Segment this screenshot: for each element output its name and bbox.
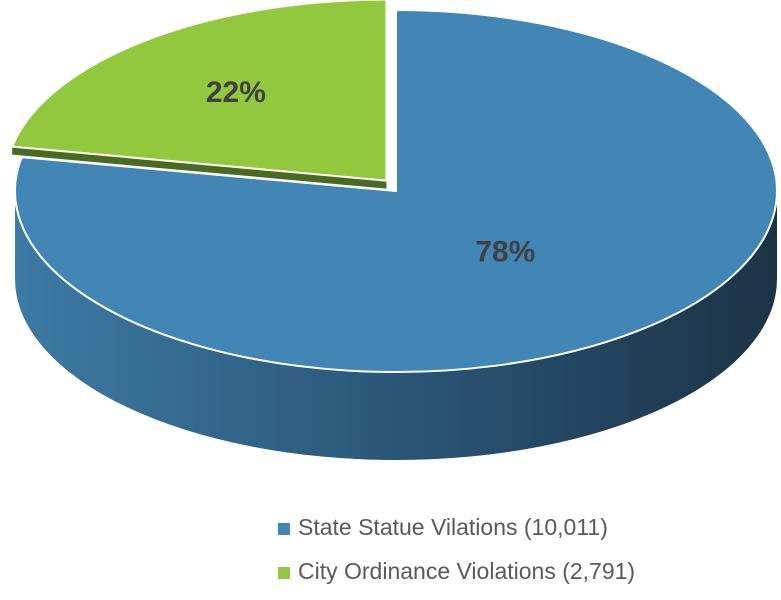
legend-swatch: [278, 567, 290, 579]
slice-face: [12, 146, 387, 189]
slice: [10, 0, 388, 182]
slice-side: [15, 191, 777, 460]
legend-label: City Ordinance Violations (2,791): [298, 558, 635, 584]
legend-label: State Statue Vilations (10,011): [298, 514, 608, 540]
data-label: 22%: [206, 76, 266, 109]
slice: [14, 8, 778, 373]
legend-swatch: [278, 523, 290, 535]
data-label: 78%: [475, 236, 535, 269]
